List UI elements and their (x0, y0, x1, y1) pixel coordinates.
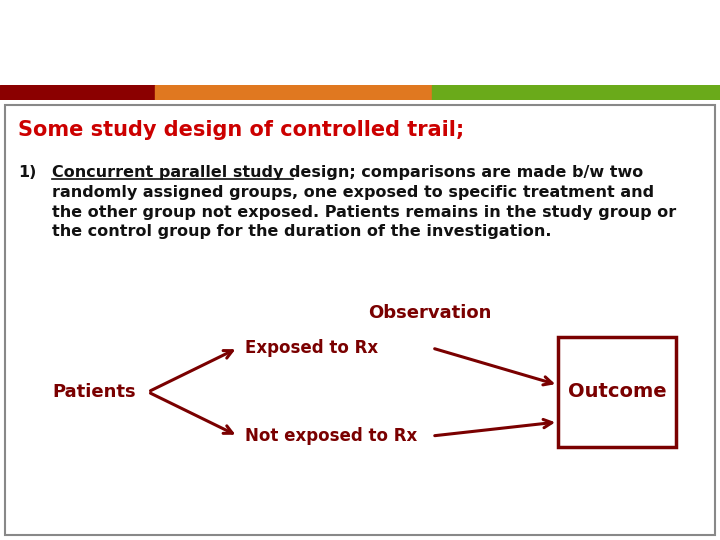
Text: Exposed to Rx: Exposed to Rx (245, 339, 378, 357)
Text: Not exposed to Rx: Not exposed to Rx (245, 427, 418, 445)
Text: Concurrent parallel study design; comparisons are made b/w two
randomly assigned: Concurrent parallel study design; compar… (52, 165, 676, 239)
Text: Experimental epidemiology; Randomized Control Trail: Experimental epidemiology; Randomized Co… (16, 42, 720, 65)
Text: Observation: Observation (369, 304, 492, 322)
Bar (558, 337, 676, 447)
Text: Outcome: Outcome (567, 382, 666, 401)
Bar (0, 85, 155, 100)
Text: Patients: Patients (52, 383, 135, 401)
Bar (155, 85, 432, 100)
Text: 1): 1) (18, 165, 37, 180)
Bar (432, 85, 720, 100)
Text: Some study design of controlled trail;: Some study design of controlled trail; (18, 120, 464, 140)
